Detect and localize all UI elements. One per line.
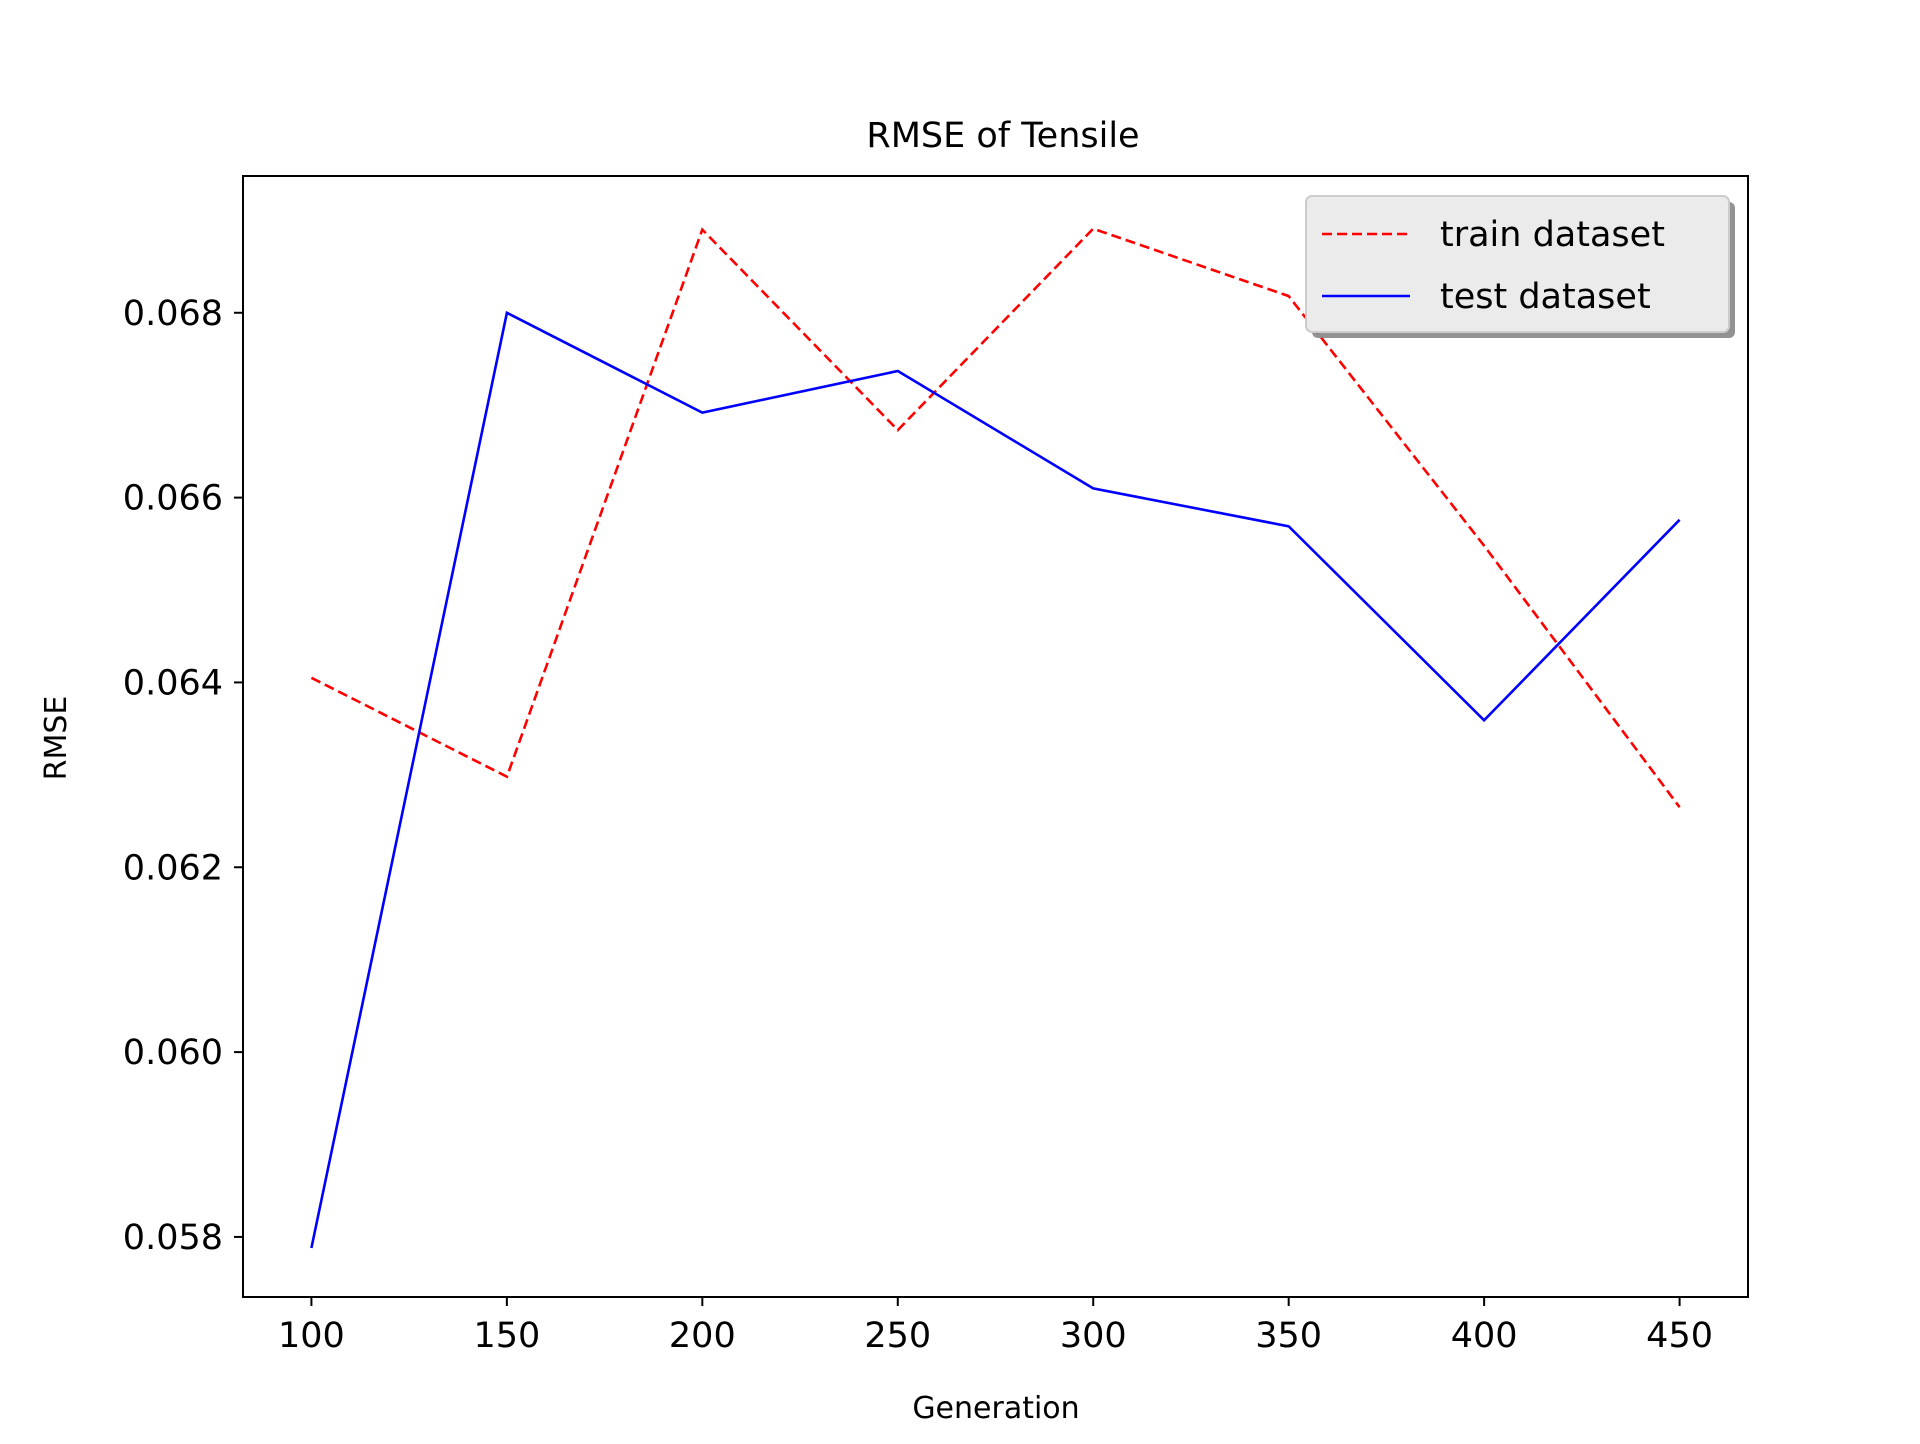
x-tick-label: 200	[669, 1316, 736, 1356]
y-tick-label: 0.064	[123, 663, 223, 703]
y-tick-label: 0.058	[123, 1218, 223, 1258]
y-tick-label: 0.066	[123, 479, 223, 519]
x-axis-label: Generation	[912, 1391, 1079, 1426]
legend-label: train dataset	[1440, 215, 1665, 255]
chart-title: RMSE of Tensile	[866, 116, 1139, 156]
legend: train dataset test dataset	[1306, 196, 1735, 338]
legend-label: test dataset	[1440, 277, 1651, 317]
x-tick-label: 400	[1451, 1316, 1518, 1356]
y-tick-label: 0.060	[123, 1033, 223, 1073]
x-tick-label: 300	[1060, 1316, 1127, 1356]
x-tick-label: 250	[864, 1316, 931, 1356]
x-tick-label: 350	[1255, 1316, 1322, 1356]
y-tick-label: 0.062	[123, 848, 223, 888]
x-tick-label: 100	[278, 1316, 345, 1356]
y-tick-label: 0.068	[123, 294, 223, 334]
x-tick-label: 450	[1646, 1316, 1713, 1356]
x-tick-label: 150	[473, 1316, 540, 1356]
y-axis-label: RMSE	[39, 696, 74, 781]
